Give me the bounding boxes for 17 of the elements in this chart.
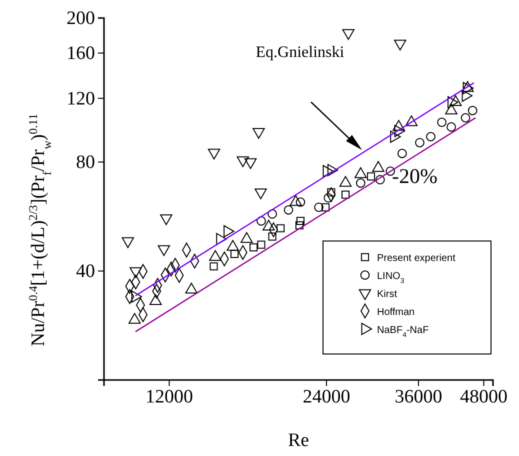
legend-label: Present experient	[377, 253, 456, 264]
legend-label: LINO$_{3}$	[377, 271, 404, 285]
x-tick-label: 24000	[302, 386, 350, 408]
x-axis-title: Re	[288, 430, 310, 451]
y-tick-label: 40	[76, 261, 95, 282]
annotation: -20%	[392, 164, 438, 188]
y-tick-label: 80	[76, 152, 95, 174]
legend-label: Hoffman	[377, 306, 415, 318]
y-tick-label: 160	[66, 43, 95, 64]
annotation: Eq.Gnielinski	[256, 44, 345, 61]
legend-label: NaBF$_{4}$-NaF	[377, 324, 429, 338]
x-tick-label: 12000	[146, 386, 194, 408]
x-tick-label: 48000	[460, 386, 508, 408]
y-tick-label: 120	[66, 88, 95, 110]
legend-label: Kirst	[377, 289, 398, 300]
y-tick-label: 200	[66, 8, 95, 30]
x-tick-label: 36000	[394, 386, 442, 408]
